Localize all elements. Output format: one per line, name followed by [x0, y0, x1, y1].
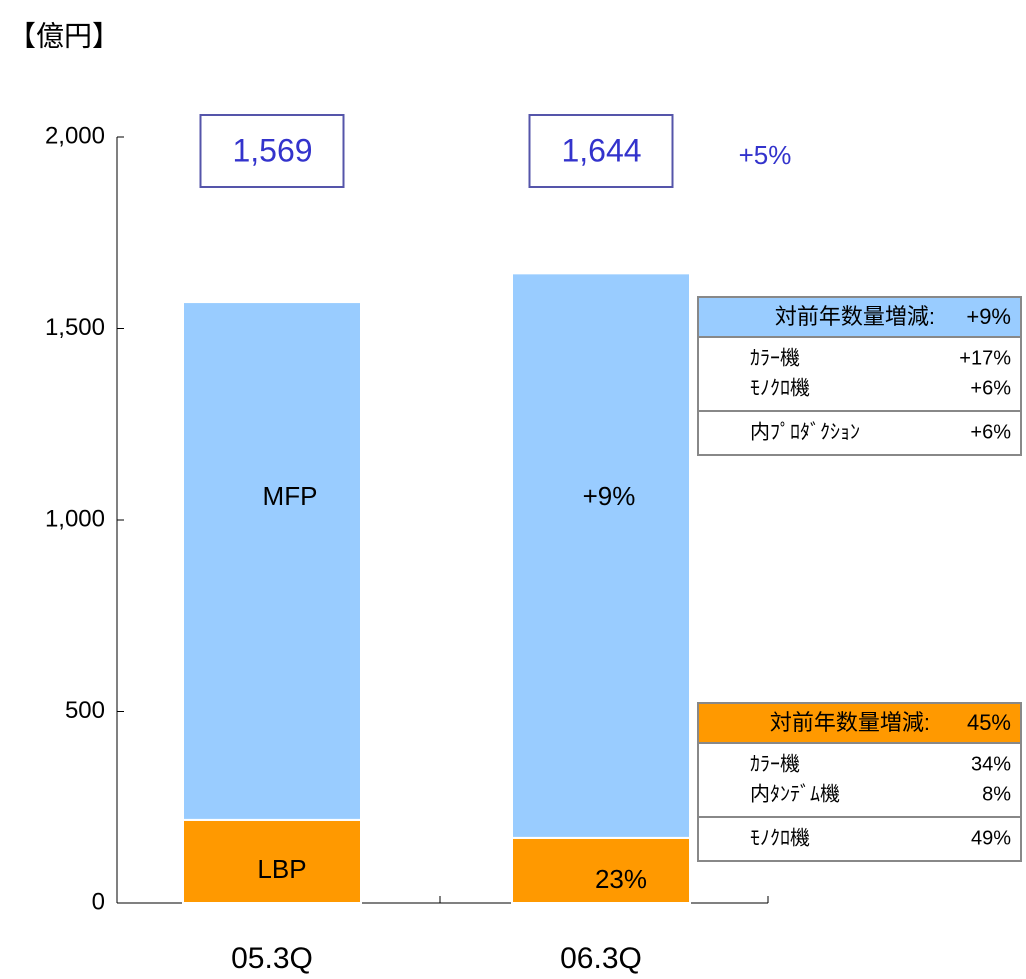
table-row-label: 内ﾀﾝﾃﾞﾑ機	[750, 782, 840, 805]
table-row-label: ｶﾗｰ機	[750, 346, 800, 369]
table-row-label: ｶﾗｰ機	[750, 752, 800, 775]
table-row-value: +6%	[970, 377, 1011, 399]
table-header-value: +9%	[966, 304, 1011, 329]
unit-label: 【億円】	[8, 20, 120, 51]
bar-segment	[511, 272, 691, 839]
table-header	[697, 702, 1022, 744]
annotation: +9%	[583, 481, 636, 511]
x-tick-label: 05.3Q	[231, 942, 313, 975]
table-header-label: 対前年数量増減:	[775, 304, 935, 329]
table-header-label: 対前年数量増減:	[770, 710, 930, 735]
x-tick-label: 06.3Q	[560, 942, 642, 975]
table-group	[697, 816, 1022, 862]
table-row-value: 8%	[982, 783, 1011, 805]
series-label: LBP	[257, 854, 306, 884]
y-tick-label: 500	[65, 697, 105, 724]
table-row-label: ﾓﾉｸﾛ機	[750, 376, 810, 399]
total-box	[528, 114, 674, 188]
table-row-value: +6%	[970, 421, 1011, 443]
table-row-value: +17%	[959, 347, 1011, 369]
total-box	[199, 114, 345, 188]
annotation: +5%	[739, 140, 792, 170]
series-label: MFP	[263, 481, 318, 511]
table-row-value: 34%	[971, 753, 1011, 775]
annotation: 23%	[595, 864, 647, 894]
total-label: 1,644	[561, 132, 641, 168]
table-group	[697, 742, 1022, 818]
y-tick-label: 1,500	[45, 314, 105, 341]
total-label: 1,569	[232, 132, 312, 168]
table-group	[697, 410, 1022, 456]
table-row-label: 内ﾌﾟﾛﾀﾞｸｼｮﾝ	[750, 420, 860, 443]
y-tick-label: 1,000	[45, 505, 105, 532]
y-tick-label: 2,000	[45, 122, 105, 149]
table-header-value: 45%	[967, 710, 1011, 735]
table-group	[697, 336, 1022, 412]
bar-segment	[182, 301, 362, 821]
table-row-label: ﾓﾉｸﾛ機	[750, 826, 810, 849]
table-row-value: 49%	[971, 827, 1011, 849]
y-tick-label: 0	[92, 888, 105, 915]
bar-segment	[182, 818, 362, 904]
